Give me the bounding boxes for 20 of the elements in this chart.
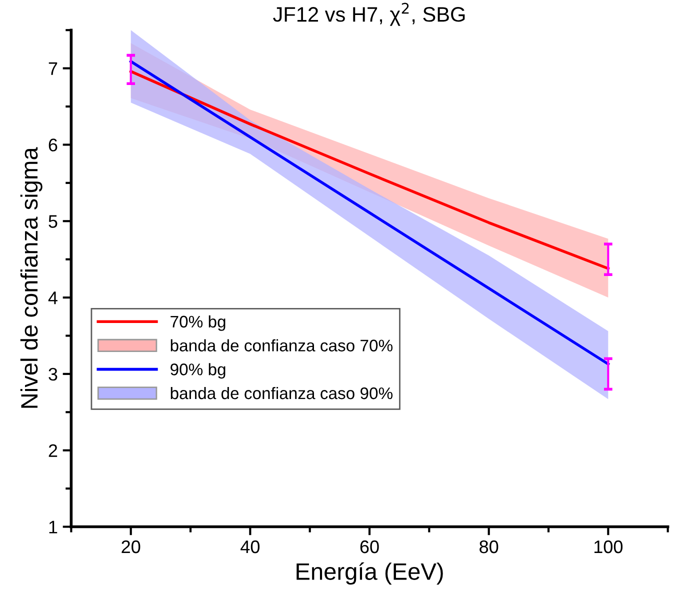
y-tick-label: 3 (48, 368, 58, 381)
legend-label: banda de confianza caso 70% (170, 339, 393, 352)
y-tick-label: 6 (48, 138, 58, 152)
x-tick-label: 60 (360, 540, 379, 554)
y-tick-label: 2 (48, 444, 58, 457)
line-series (129, 70, 610, 270)
x-axis-title: Energía (EeV) (296, 562, 443, 585)
x-tick-label: 20 (122, 540, 140, 554)
x-tick-label: 40 (240, 540, 260, 554)
legend-label: 70% bg (170, 315, 226, 331)
x-tick-label: 100 (594, 540, 623, 554)
legend-label: 90% bg (170, 363, 226, 379)
legend-label: banda de confianza caso 90% (170, 386, 393, 400)
x-tick-label: 80 (480, 540, 498, 554)
chart-title: JF12 vs H7, χ$^{2}$, SBG (273, 2, 465, 26)
y-tick-label: 7 (48, 62, 58, 75)
y-tick-label: 1 (49, 520, 58, 534)
y-tick-label: 4 (48, 292, 58, 304)
y-tick-label: 5 (48, 215, 58, 228)
y-axis-title: Nivel de confianza sigma (20, 147, 42, 408)
